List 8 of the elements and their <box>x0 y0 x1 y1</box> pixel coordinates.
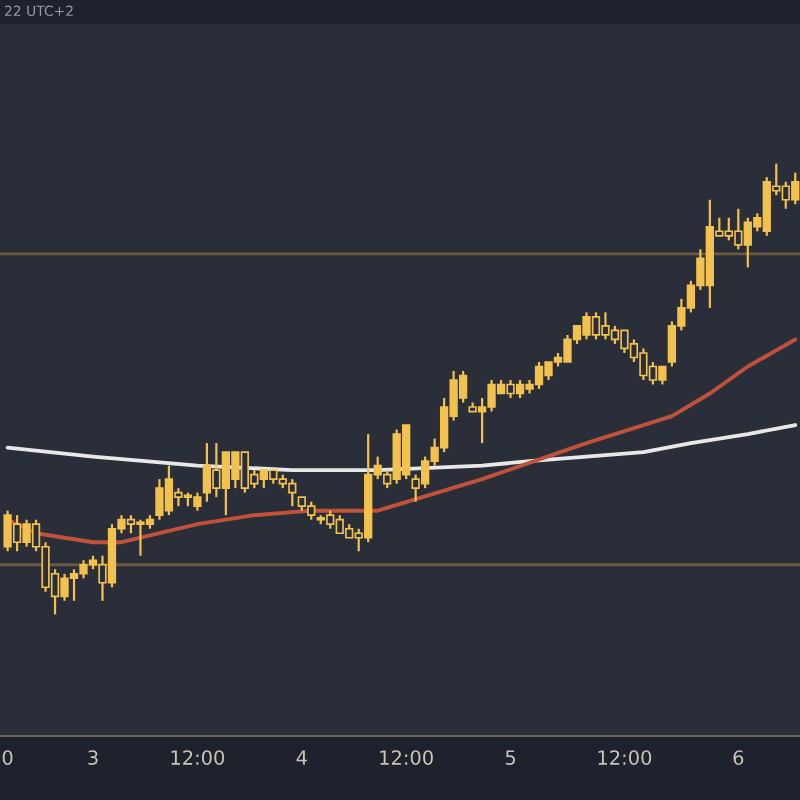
x-tick-label: 6 <box>733 750 744 765</box>
x-tick-label: 3 <box>88 750 98 765</box>
x-tick-label: 12:00 <box>380 750 433 765</box>
x-tick-label: 5 <box>505 750 516 765</box>
x-tick-label: 0 <box>2 750 13 765</box>
x-tick-label: 12:00 <box>171 750 225 765</box>
x-tick-label: 4 <box>296 750 307 765</box>
x-tick-label: 12:00 <box>598 750 652 765</box>
